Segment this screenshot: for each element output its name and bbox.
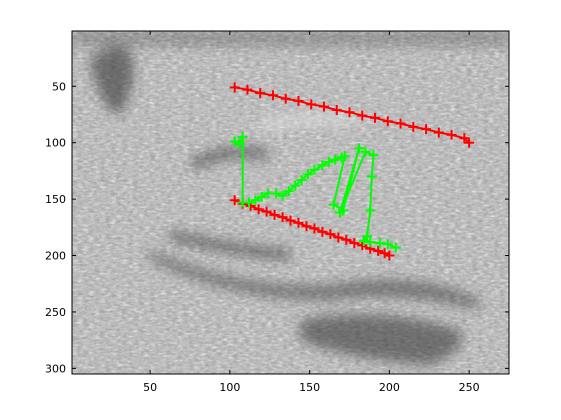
- series-0-point: [344, 107, 355, 118]
- series-0-point: [379, 248, 390, 259]
- series-0-point: [331, 104, 342, 115]
- series-0-point: [317, 226, 328, 237]
- series-0-point: [301, 221, 312, 232]
- series-0-point: [229, 195, 240, 206]
- plot-frame: [71, 30, 510, 375]
- series-1-point: [244, 197, 255, 208]
- x-tick-label: 100: [219, 381, 240, 394]
- series-1-point: [366, 171, 377, 182]
- series-0-point: [433, 127, 444, 138]
- y-tick-label: 200: [45, 250, 66, 263]
- x-tick-label: 250: [459, 381, 480, 394]
- series-1-point: [283, 186, 294, 197]
- series-0-point: [370, 112, 381, 123]
- y-tick-label: 300: [45, 362, 66, 375]
- series-1-point: [323, 156, 334, 167]
- series-1-point: [271, 188, 282, 199]
- series-1-point: [303, 169, 314, 180]
- series-1-point: [296, 174, 307, 185]
- series-0-point: [382, 116, 393, 127]
- series-0-point: [349, 238, 360, 249]
- series-0-point: [269, 209, 280, 220]
- series-0-point: [242, 84, 253, 95]
- series-1-point: [250, 195, 261, 206]
- series-0-point: [384, 250, 395, 261]
- series-0-point: [280, 93, 291, 104]
- series-1-point: [390, 242, 401, 253]
- series-1-point: [229, 136, 240, 147]
- series-1-point: [339, 151, 350, 162]
- series-0-point: [357, 240, 368, 251]
- overlay-markers: [229, 82, 475, 261]
- series-1-point: [354, 143, 365, 154]
- x-tick-label: 200: [379, 381, 400, 394]
- series-0-point: [293, 217, 304, 228]
- series-1-point: [334, 207, 345, 218]
- series-0-point: [306, 99, 317, 110]
- series-0-point: [446, 129, 457, 140]
- series-0-point: [333, 232, 344, 243]
- series-1-point: [237, 132, 248, 143]
- series-1-point: [365, 236, 376, 247]
- series-1-point: [277, 190, 288, 201]
- series-0-point: [421, 124, 432, 135]
- series-0-point: [395, 118, 406, 129]
- series-0-point: [255, 88, 266, 99]
- series-1-point: [374, 238, 385, 249]
- series-1-point: [234, 138, 245, 149]
- x-tick-label: 150: [299, 381, 320, 394]
- series-0-point: [253, 204, 264, 215]
- series-1-point: [309, 164, 320, 175]
- y-tick-label: 100: [45, 137, 66, 150]
- y-tick-label: 50: [52, 80, 66, 93]
- y-tick-label: 150: [45, 193, 66, 206]
- series-1-point: [290, 180, 301, 191]
- series-0-point: [309, 223, 320, 234]
- series-0-point: [285, 215, 296, 226]
- series-0-point: [261, 206, 272, 217]
- series-1-point: [358, 235, 369, 246]
- series-1-point: [330, 154, 341, 165]
- series-0-point: [464, 137, 475, 148]
- series-0-point: [408, 121, 419, 132]
- series-1-point: [360, 146, 371, 157]
- y-axis: 50 100 150 200 250 300: [45, 80, 509, 375]
- series-1-point: [382, 239, 393, 250]
- ultrasound-image: [72, 31, 509, 374]
- series-0-point: [373, 246, 384, 257]
- series-0-point: [267, 90, 278, 101]
- series-0-point: [459, 133, 470, 144]
- series-0-point: [318, 101, 329, 112]
- x-axis: 50 100 150 200 250: [143, 31, 480, 394]
- series-1-point: [256, 191, 267, 202]
- series-0-point: [325, 229, 336, 240]
- series-0-point: [341, 234, 352, 245]
- series-0-point: [277, 212, 288, 223]
- y-tick-label: 250: [45, 306, 66, 319]
- series-1-point: [368, 150, 379, 161]
- series-0-point: [229, 82, 240, 93]
- series-1-line-0: [234, 136, 397, 249]
- series-1-point: [365, 205, 376, 216]
- series-0-point: [357, 110, 368, 121]
- x-tick-label: 50: [143, 381, 157, 394]
- series-1-point: [317, 160, 328, 171]
- series-0-point: [293, 95, 304, 106]
- series-1-point: [328, 199, 339, 210]
